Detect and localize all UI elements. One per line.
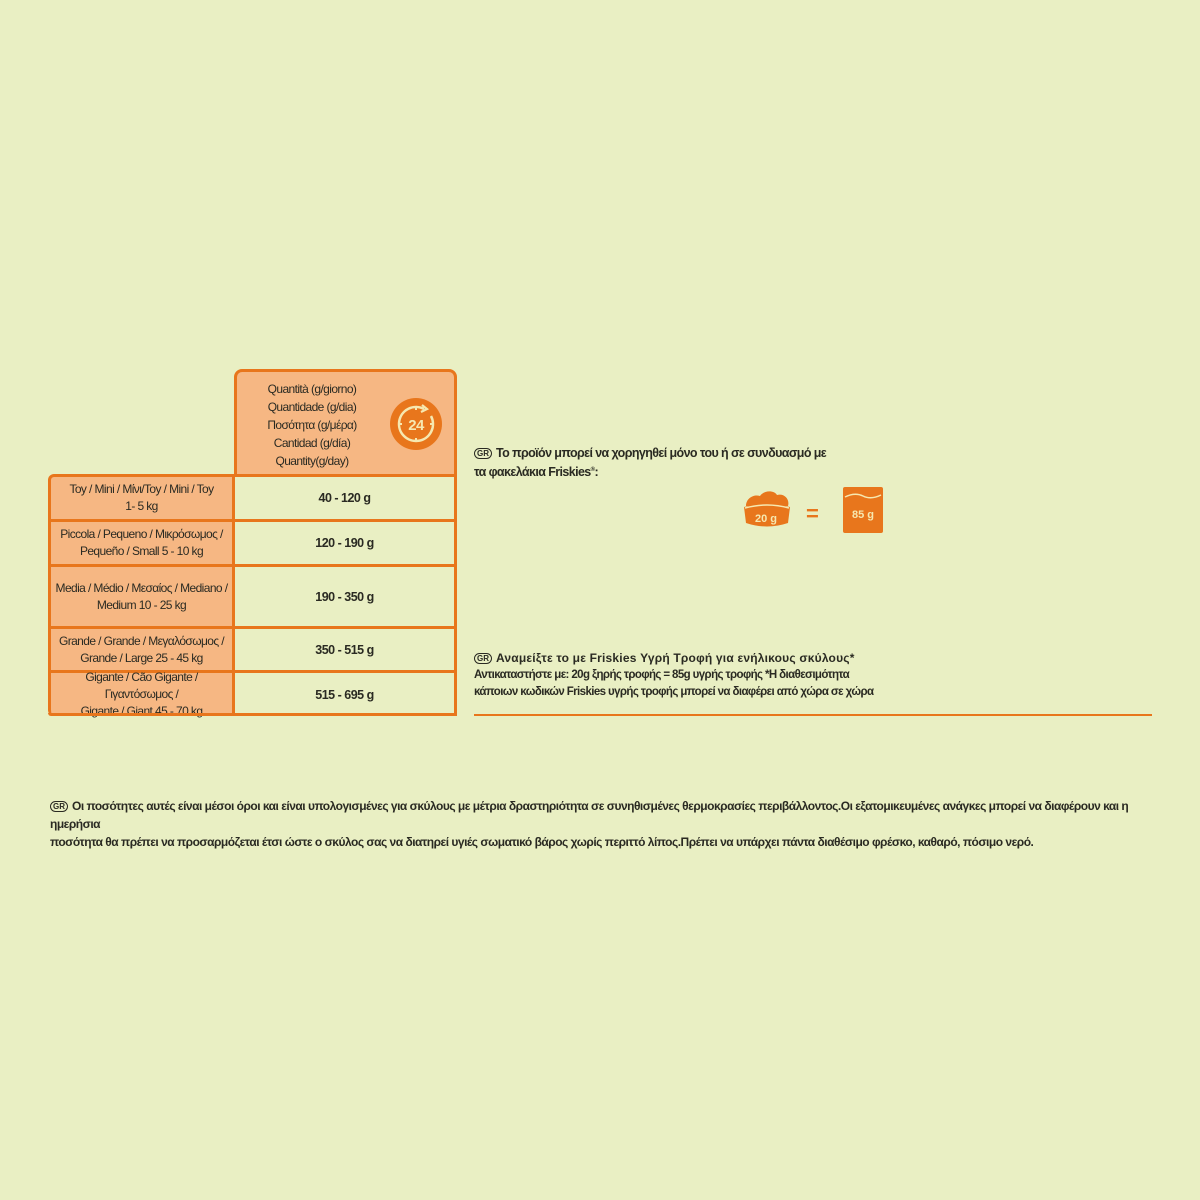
size-line: Pequeño / Small 5 - 10 kg [79,544,204,558]
wet-food-line: Αντικαταστήστε με: 20g ξηρής τροφής = 85… [474,669,850,681]
gr-badge: GR [50,801,68,812]
wet-food-note: GR Αναμείξτε το με Friskies Υγρή Τροφή γι… [474,650,874,701]
equals-sign: = [806,501,819,526]
table-bottom-border [48,713,457,716]
amount-cell: 120 - 190 g [235,519,457,564]
amount-cell: 40 - 120 g [235,474,457,519]
amount-cell: 515 - 695 g [235,670,457,716]
badge-text: 24 [408,417,425,434]
quantity-header: Quantità (g/giorno) Quantidade (g/dia) Π… [234,369,457,475]
header-line: Ποσότητα (g/μέρα) [267,417,357,432]
size-cell: Media / Médio / Μεσαίος / Mediano / Mediu… [48,564,235,626]
footnote-line: Οι ποσότητες αυτές είναι μέσοι όροι και … [50,799,1129,831]
header-line: Quantity(g/day) [275,453,349,468]
mixing-line: τα φακελάκια Friskies [474,465,591,480]
size-cell: Grande / Grande / Μεγαλόσωμος / Grande / … [48,626,235,670]
wet-food-pouch-icon: 85 g [843,487,883,533]
size-line: Gigante / Cão Gigante / Γιγαντόσωμος / [85,670,198,701]
wet-food-line: Αναμείξτε το με Friskies Υγρή Τροφή για … [496,651,855,665]
bowl-label: 20 g [755,513,777,525]
header-line: Cantidad (g/día) [273,435,351,450]
dry-food-bowl-icon: 20 g [744,491,790,527]
size-line: Piccola / Pequeno / Μικρόσωμος / [60,527,223,541]
size-cell: Piccola / Pequeno / Μικρόσωμος / Pequeño … [48,519,235,564]
size-line: Medium 10 - 25 kg [96,597,187,612]
header-line: Quantidade (g/dia) [267,399,357,414]
size-line: Grande / Large 25 - 45 kg [80,650,203,665]
size-cell: Toy / Mini / Μίνι/Toy / Mini / Toy 1- 5 k… [48,474,235,519]
amount-cell: 350 - 515 g [235,626,457,670]
header-line: Quantità (g/giorno) [267,381,357,396]
colon: : [594,465,599,480]
size-line: Gigante / Giant 45 - 70 kg [80,704,203,718]
size-line: 1- 5 kg [125,499,158,513]
gr-badge: GR [474,653,492,664]
divider [474,714,1152,716]
size-line: Grande / Grande / Μεγαλόσωμος / [58,633,225,648]
size-cell: Gigante / Cão Gigante / Γιγαντόσωμος / Gi… [48,670,235,718]
size-line: Toy / Mini / Μίνι/Toy / Mini / Toy [69,482,214,496]
gr-badge: GR [474,448,492,459]
footnote-line: ποσότητα θα πρέπει να προσαρμόζεται έτσι… [50,835,1034,849]
footnote: GR Οι ποσότητες αυτές είναι μέσοι όροι κα… [50,797,1160,851]
mixing-line: Το προϊόν μπορεί να χορηγηθεί μόνο του ή… [496,446,827,460]
amount-cell: 190 - 350 g [235,564,457,626]
wet-food-line: κάποιων κωδικών Friskies υγρής τροφής μπ… [474,686,874,698]
pouch-label: 85 g [852,509,874,521]
registered-mark: ® [590,467,595,473]
size-line: Media / Médio / Μεσαίος / Mediano / [55,580,228,595]
mixing-note: GR Το προϊόν μπορεί να χορηγηθεί μόνο του… [474,445,827,481]
24-hour-clock-badge-icon: 24 [390,398,442,450]
